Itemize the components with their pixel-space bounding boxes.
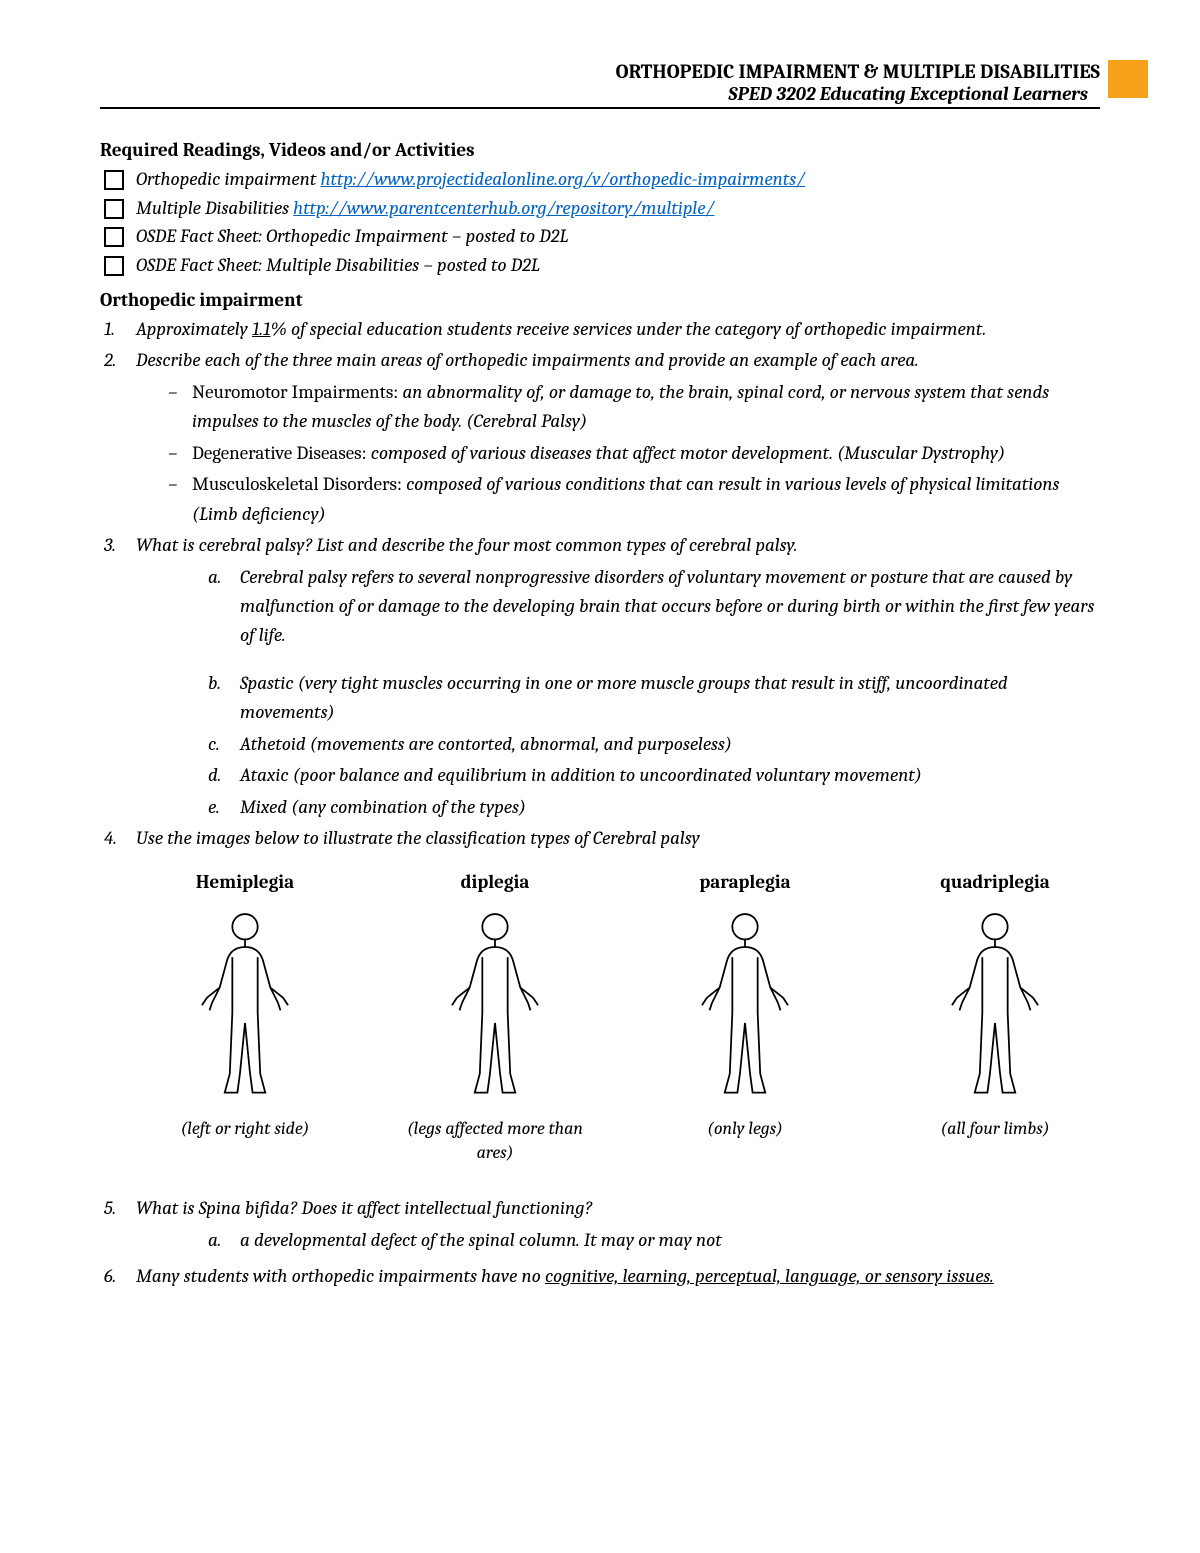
q3-alpha-item: Mixed (any combination of the types): [208, 793, 1100, 822]
q3-alpha-item: Spastic (very tight muscles occurring in…: [208, 669, 1100, 728]
bullet-label: Neuromotor Impairments:: [192, 381, 398, 403]
figure-caption: (legs affected more than ares): [390, 1117, 600, 1164]
bullet-body: composed of various diseases that affect…: [367, 442, 1006, 464]
body-outline-icon: [430, 909, 560, 1099]
reading-item: Orthopedic impairment http://www.project…: [100, 165, 1100, 194]
bullet-label: Musculoskeletal Disorders:: [192, 473, 402, 495]
q2-bullet: Musculoskeletal Disorders: composed of v…: [164, 470, 1100, 529]
header-subtitle: SPED 3202 Educating Exceptional Learners: [100, 83, 1100, 105]
reading-prefix: OSDE Fact Sheet: Multiple Disabilities –…: [136, 254, 540, 276]
q5-answer: a developmental defect of the spinal col…: [208, 1226, 1100, 1255]
figure-quadriplegia: quadriplegia (all four limbs): [890, 871, 1100, 1164]
reading-link[interactable]: http://www.projectidealonline.org/v/orth…: [320, 168, 805, 190]
question-4: Use the images below to illustrate the c…: [100, 824, 1100, 853]
figure-hemiplegia: Hemiplegia (left or right side): [140, 871, 350, 1164]
reading-item: OSDE Fact Sheet: Orthopedic Impairment –…: [100, 222, 1100, 251]
section-heading: Orthopedic impairment: [100, 289, 1100, 311]
bullet-label: Degenerative Diseases:: [192, 442, 367, 464]
accent-block: [1108, 60, 1148, 98]
figure-title: Hemiplegia: [140, 871, 350, 893]
figure-title: diplegia: [390, 871, 600, 893]
figures-row: Hemiplegia (left or right side) diplegia…: [140, 871, 1100, 1164]
figure-diplegia: diplegia (legs affected more than ares): [390, 871, 600, 1164]
figure-caption: (only legs): [640, 1117, 850, 1140]
page-header: ORTHOPEDIC IMPAIRMENT & MULTIPLE DISABIL…: [100, 60, 1100, 109]
body-outline-icon: [930, 909, 1060, 1099]
q3-text: What is cerebral palsy? List and describ…: [136, 534, 797, 556]
q3-alpha-item: Cerebral palsy refers to several nonprog…: [208, 563, 1100, 651]
figure-title: quadriplegia: [890, 871, 1100, 893]
q3-alpha-item: Athetoid (movements are contorted, abnor…: [208, 730, 1100, 759]
figure-caption: (all four limbs): [890, 1117, 1100, 1140]
q1-pre: Approximately: [136, 318, 252, 340]
figure-paraplegia: paraplegia (only legs): [640, 871, 850, 1164]
q2-bullet: Degenerative Diseases: composed of vario…: [164, 439, 1100, 468]
question-6: Many students with orthopedic impairment…: [100, 1257, 1100, 1295]
figure-caption: (left or right side): [140, 1117, 350, 1140]
question-list: Approximately 1.1% of special education …: [100, 315, 1100, 853]
reading-item: Multiple Disabilities http://www.parentc…: [100, 194, 1100, 223]
readings-list: Orthopedic impairment http://www.project…: [100, 165, 1100, 279]
reading-item: OSDE Fact Sheet: Multiple Disabilities –…: [100, 251, 1100, 280]
q3-alpha: Cerebral palsy refers to several nonprog…: [136, 563, 1100, 823]
question-3: What is cerebral palsy? List and describ…: [100, 531, 1100, 822]
figure-title: paraplegia: [640, 871, 850, 893]
q1-post: % of special education students receive …: [270, 318, 986, 340]
q1-underlined: 1.1: [252, 318, 270, 340]
reading-prefix: Multiple Disabilities: [136, 197, 293, 219]
question-list-continued: What is Spina bifida? Does it affect int…: [100, 1194, 1100, 1295]
body-outline-icon: [680, 909, 810, 1099]
q5-text: What is Spina bifida? Does it affect int…: [136, 1197, 592, 1219]
question-5: What is Spina bifida? Does it affect int…: [100, 1194, 1100, 1255]
q5-alpha: a developmental defect of the spinal col…: [136, 1226, 1100, 1255]
q6-pre: Many students with orthopedic impairment…: [136, 1265, 545, 1287]
body-outline-icon: [180, 909, 310, 1099]
question-2: Describe each of the three main areas of…: [100, 346, 1100, 529]
q2-bullet: Neuromotor Impairments: an abnormality o…: [164, 378, 1100, 437]
question-1: Approximately 1.1% of special education …: [100, 315, 1100, 344]
reading-prefix: Orthopedic impairment: [136, 168, 320, 190]
readings-heading: Required Readings, Videos and/or Activit…: [100, 139, 1100, 161]
reading-prefix: OSDE Fact Sheet: Orthopedic Impairment –…: [136, 225, 568, 247]
q2-bullets: Neuromotor Impairments: an abnormality o…: [136, 378, 1100, 529]
q3-alpha-item: Ataxic (poor balance and equilibrium in …: [208, 761, 1100, 790]
header-title: ORTHOPEDIC IMPAIRMENT & MULTIPLE DISABIL…: [616, 60, 1100, 83]
reading-link[interactable]: http://www.parentcenterhub.org/repositor…: [293, 197, 714, 219]
q6-underlined: cognitive, learning, perceptual, languag…: [545, 1265, 994, 1287]
q2-text: Describe each of the three main areas of…: [136, 349, 919, 371]
